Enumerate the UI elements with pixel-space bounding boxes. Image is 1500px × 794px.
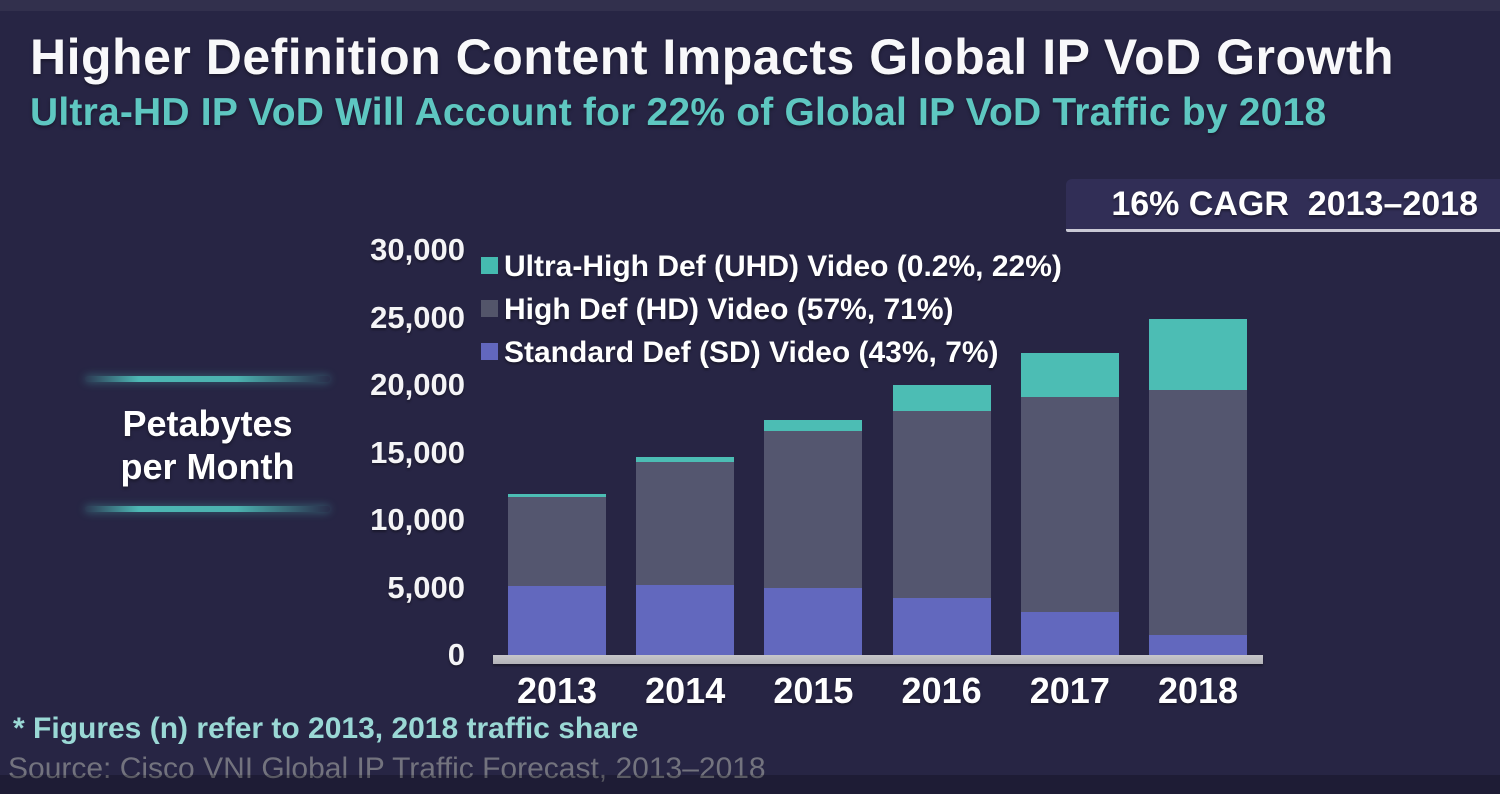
bar-2014 bbox=[636, 456, 735, 655]
bar-2017 bbox=[1020, 352, 1119, 655]
legend-swatch-sd bbox=[481, 343, 498, 360]
slide-bottom-edge bbox=[0, 775, 1500, 794]
y-axis-title-line1: Petabytes bbox=[122, 403, 293, 444]
bar-segment-uhd-2014 bbox=[636, 456, 735, 462]
y-axis-title-block: Petabytes per Month bbox=[85, 376, 330, 512]
y-axis-title: Petabytes per Month bbox=[85, 382, 330, 506]
legend-label-hd: High Def (HD) Video (57%, 71%) bbox=[504, 293, 954, 326]
bar-segment-sd-2015 bbox=[764, 587, 863, 655]
bar-2013 bbox=[508, 494, 606, 655]
bar-segment-sd-2014 bbox=[636, 584, 735, 655]
legend-label-sd: Standard Def (SD) Video (43%, 7%) bbox=[504, 336, 999, 369]
y-tick-label-25000: 25,000 bbox=[370, 299, 465, 335]
bar-segment-uhd-2018 bbox=[1149, 318, 1247, 391]
x-tick-label-2016: 2016 bbox=[901, 670, 982, 711]
bar-segment-sd-2017 bbox=[1020, 611, 1119, 655]
bar-segment-uhd-2013 bbox=[508, 494, 606, 498]
y-tick-label-5000: 5,000 bbox=[387, 569, 465, 605]
y-tick-label-10000: 10,000 bbox=[370, 502, 465, 537]
legend-swatch-uhd bbox=[481, 257, 498, 274]
bar-segment-uhd-2017 bbox=[1020, 352, 1119, 398]
cagr-label: 16% CAGR 2013–2018 bbox=[1111, 184, 1478, 223]
y-tick-label-20000: 20,000 bbox=[370, 367, 465, 402]
y-tick-label-30000: 30,000 bbox=[370, 232, 465, 267]
y-tick-label-15000: 15,000 bbox=[370, 434, 465, 470]
bar-segment-hd-2017 bbox=[1020, 397, 1119, 612]
y-axis-title-line2: per Month bbox=[120, 446, 295, 487]
legend-label-uhd: Ultra-High Def (UHD) Video (0.2%, 22%) bbox=[504, 250, 1062, 283]
bar-segment-sd-2013 bbox=[508, 586, 606, 655]
bar-segment-hd-2015 bbox=[764, 430, 863, 588]
decorative-line-top bbox=[85, 376, 330, 382]
legend-row-hd: High Def (HD) Video (57%, 71%) bbox=[481, 293, 1062, 336]
legend-row-uhd: Ultra-High Def (UHD) Video (0.2%, 22%) bbox=[481, 250, 1062, 293]
slide-title: Higher Definition Content Impacts Global… bbox=[30, 29, 1395, 85]
bar-segment-uhd-2015 bbox=[764, 420, 863, 431]
legend-row-sd: Standard Def (SD) Video (43%, 7%) bbox=[481, 336, 1062, 379]
footnote: * Figures (n) refer to 2013, 2018 traffi… bbox=[13, 712, 639, 745]
bar-segment-hd-2016 bbox=[892, 410, 991, 599]
bar-segment-hd-2014 bbox=[636, 461, 735, 585]
bar-segment-hd-2013 bbox=[508, 497, 606, 587]
decorative-line-bottom bbox=[85, 506, 330, 512]
x-tick-label-2017: 2017 bbox=[1029, 670, 1110, 711]
bar-segment-uhd-2016 bbox=[892, 385, 991, 411]
slide-top-edge bbox=[0, 0, 1500, 11]
bar-segment-sd-2018 bbox=[1149, 634, 1247, 655]
x-tick-label-2014: 2014 bbox=[645, 670, 726, 711]
bar-2015 bbox=[764, 420, 863, 655]
bar-2016 bbox=[892, 385, 991, 655]
bar-segment-sd-2016 bbox=[892, 598, 991, 655]
x-tick-label-2013: 2013 bbox=[516, 670, 598, 711]
chart-legend: Ultra-High Def (UHD) Video (0.2%, 22%) Hi… bbox=[481, 250, 1062, 379]
cagr-banner: 16% CAGR 2013–2018 bbox=[1066, 179, 1500, 232]
y-tick-label-0: 0 bbox=[447, 637, 465, 672]
source-line: Source: Cisco VNI Global IP Traffic Fore… bbox=[8, 752, 766, 785]
legend-swatch-hd bbox=[481, 300, 498, 317]
bar-segment-hd-2018 bbox=[1149, 390, 1247, 635]
x-axis-line bbox=[493, 655, 1263, 664]
x-tick-label-2018: 2018 bbox=[1157, 670, 1239, 711]
slide-subtitle: Ultra-HD IP VoD Will Account for 22% of … bbox=[30, 91, 1327, 134]
bar-2018 bbox=[1149, 318, 1247, 655]
x-tick-label-2015: 2015 bbox=[773, 670, 854, 711]
